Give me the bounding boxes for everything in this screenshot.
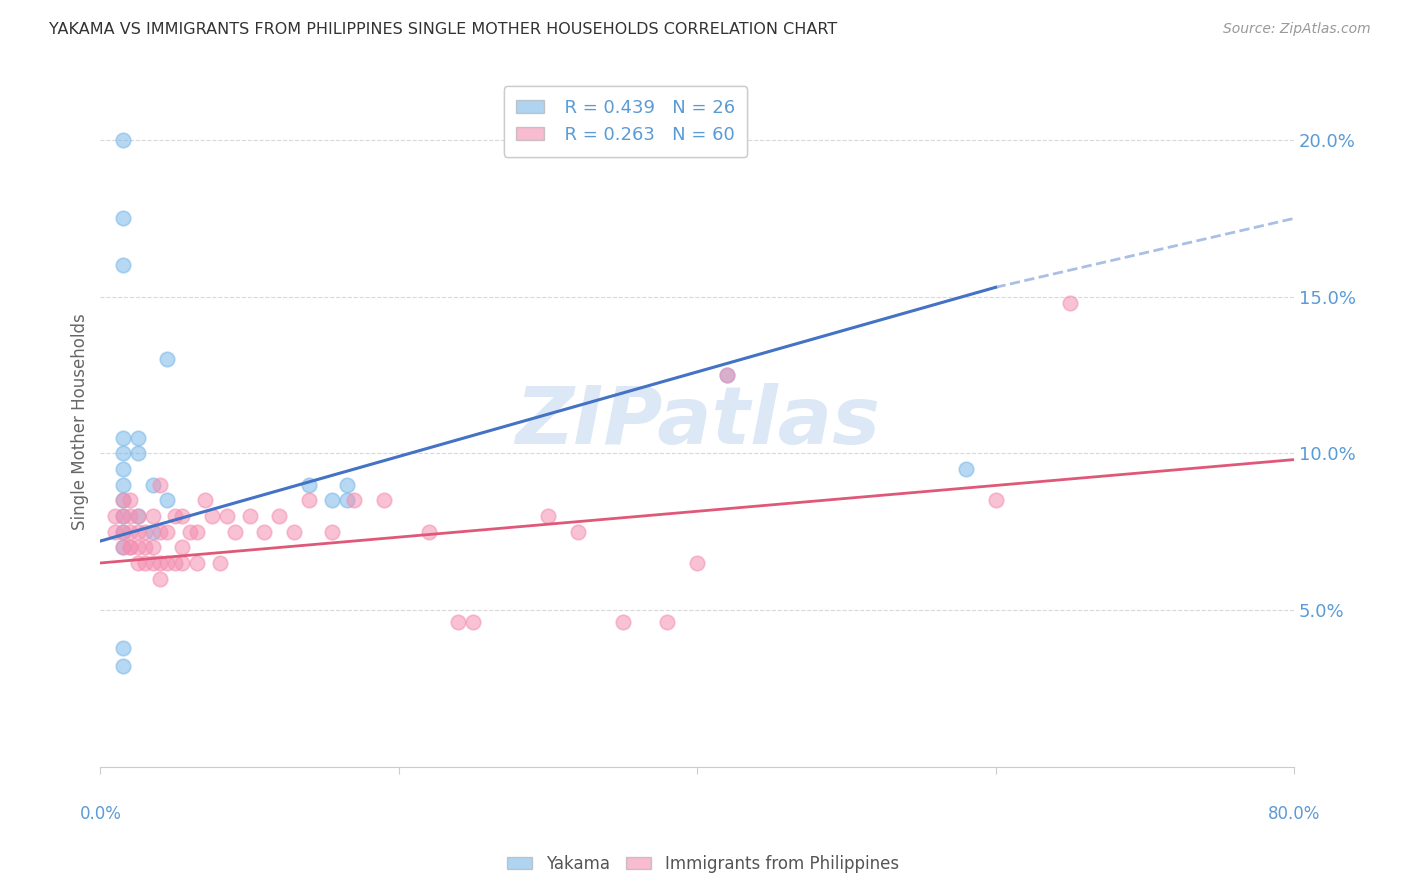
Point	[298, 493, 321, 508]
Point	[463, 615, 485, 630]
Point	[567, 524, 589, 539]
Point	[111, 541, 134, 555]
Point	[134, 541, 156, 555]
Point	[111, 133, 134, 147]
Point	[111, 508, 134, 523]
Point	[172, 508, 194, 523]
Point	[335, 493, 357, 508]
Point	[335, 477, 357, 491]
Point	[373, 493, 395, 508]
Point	[418, 524, 440, 539]
Point	[120, 493, 142, 508]
Point	[149, 556, 172, 570]
Point	[156, 352, 179, 367]
Point	[142, 541, 165, 555]
Point	[283, 524, 305, 539]
Point	[321, 524, 343, 539]
Point	[111, 462, 134, 476]
Point	[179, 524, 201, 539]
Legend: Yakama, Immigrants from Philippines: Yakama, Immigrants from Philippines	[501, 848, 905, 880]
Point	[120, 524, 142, 539]
Point	[149, 572, 172, 586]
Point	[716, 368, 738, 382]
Point	[111, 211, 134, 226]
Point	[955, 462, 977, 476]
Point	[127, 541, 149, 555]
Point	[111, 493, 134, 508]
Text: 80.0%: 80.0%	[1268, 805, 1320, 823]
Point	[111, 446, 134, 460]
Text: 0.0%: 0.0%	[79, 805, 121, 823]
Point	[1059, 296, 1081, 310]
Point	[172, 541, 194, 555]
Point	[142, 556, 165, 570]
Legend:   R = 0.439   N = 26,   R = 0.263   N = 60: R = 0.439 N = 26, R = 0.263 N = 60	[503, 87, 748, 157]
Y-axis label: Single Mother Households: Single Mother Households	[72, 314, 89, 531]
Point	[127, 556, 149, 570]
Point	[111, 259, 134, 273]
Point	[127, 524, 149, 539]
Point	[186, 556, 208, 570]
Point	[111, 659, 134, 673]
Point	[253, 524, 276, 539]
Point	[657, 615, 679, 630]
Point	[149, 524, 172, 539]
Point	[111, 524, 134, 539]
Point	[172, 556, 194, 570]
Point	[111, 431, 134, 445]
Point	[321, 493, 343, 508]
Point	[156, 524, 179, 539]
Point	[111, 524, 134, 539]
Point	[156, 556, 179, 570]
Point	[111, 508, 134, 523]
Text: YAKAMA VS IMMIGRANTS FROM PHILIPPINES SINGLE MOTHER HOUSEHOLDS CORRELATION CHART: YAKAMA VS IMMIGRANTS FROM PHILIPPINES SI…	[49, 22, 838, 37]
Point	[127, 508, 149, 523]
Point	[217, 508, 239, 523]
Point	[156, 493, 179, 508]
Point	[111, 640, 134, 655]
Point	[127, 508, 149, 523]
Point	[111, 477, 134, 491]
Point	[142, 524, 165, 539]
Point	[127, 431, 149, 445]
Point	[238, 508, 260, 523]
Point	[163, 508, 186, 523]
Point	[134, 556, 156, 570]
Point	[120, 541, 142, 555]
Point	[104, 508, 127, 523]
Point	[134, 524, 156, 539]
Point	[447, 615, 470, 630]
Point	[716, 368, 738, 382]
Point	[142, 508, 165, 523]
Point	[104, 524, 127, 539]
Point	[127, 446, 149, 460]
Point	[120, 508, 142, 523]
Point	[984, 493, 1007, 508]
Point	[111, 541, 134, 555]
Point	[208, 556, 231, 570]
Point	[163, 556, 186, 570]
Point	[537, 508, 560, 523]
Text: Source: ZipAtlas.com: Source: ZipAtlas.com	[1223, 22, 1371, 37]
Point	[269, 508, 291, 523]
Point	[186, 524, 208, 539]
Point	[224, 524, 246, 539]
Point	[120, 541, 142, 555]
Point	[686, 556, 709, 570]
Point	[201, 508, 224, 523]
Point	[612, 615, 634, 630]
Point	[194, 493, 217, 508]
Text: ZIPatlas: ZIPatlas	[515, 383, 880, 461]
Point	[111, 493, 134, 508]
Point	[343, 493, 366, 508]
Point	[149, 477, 172, 491]
Point	[142, 477, 165, 491]
Point	[298, 477, 321, 491]
